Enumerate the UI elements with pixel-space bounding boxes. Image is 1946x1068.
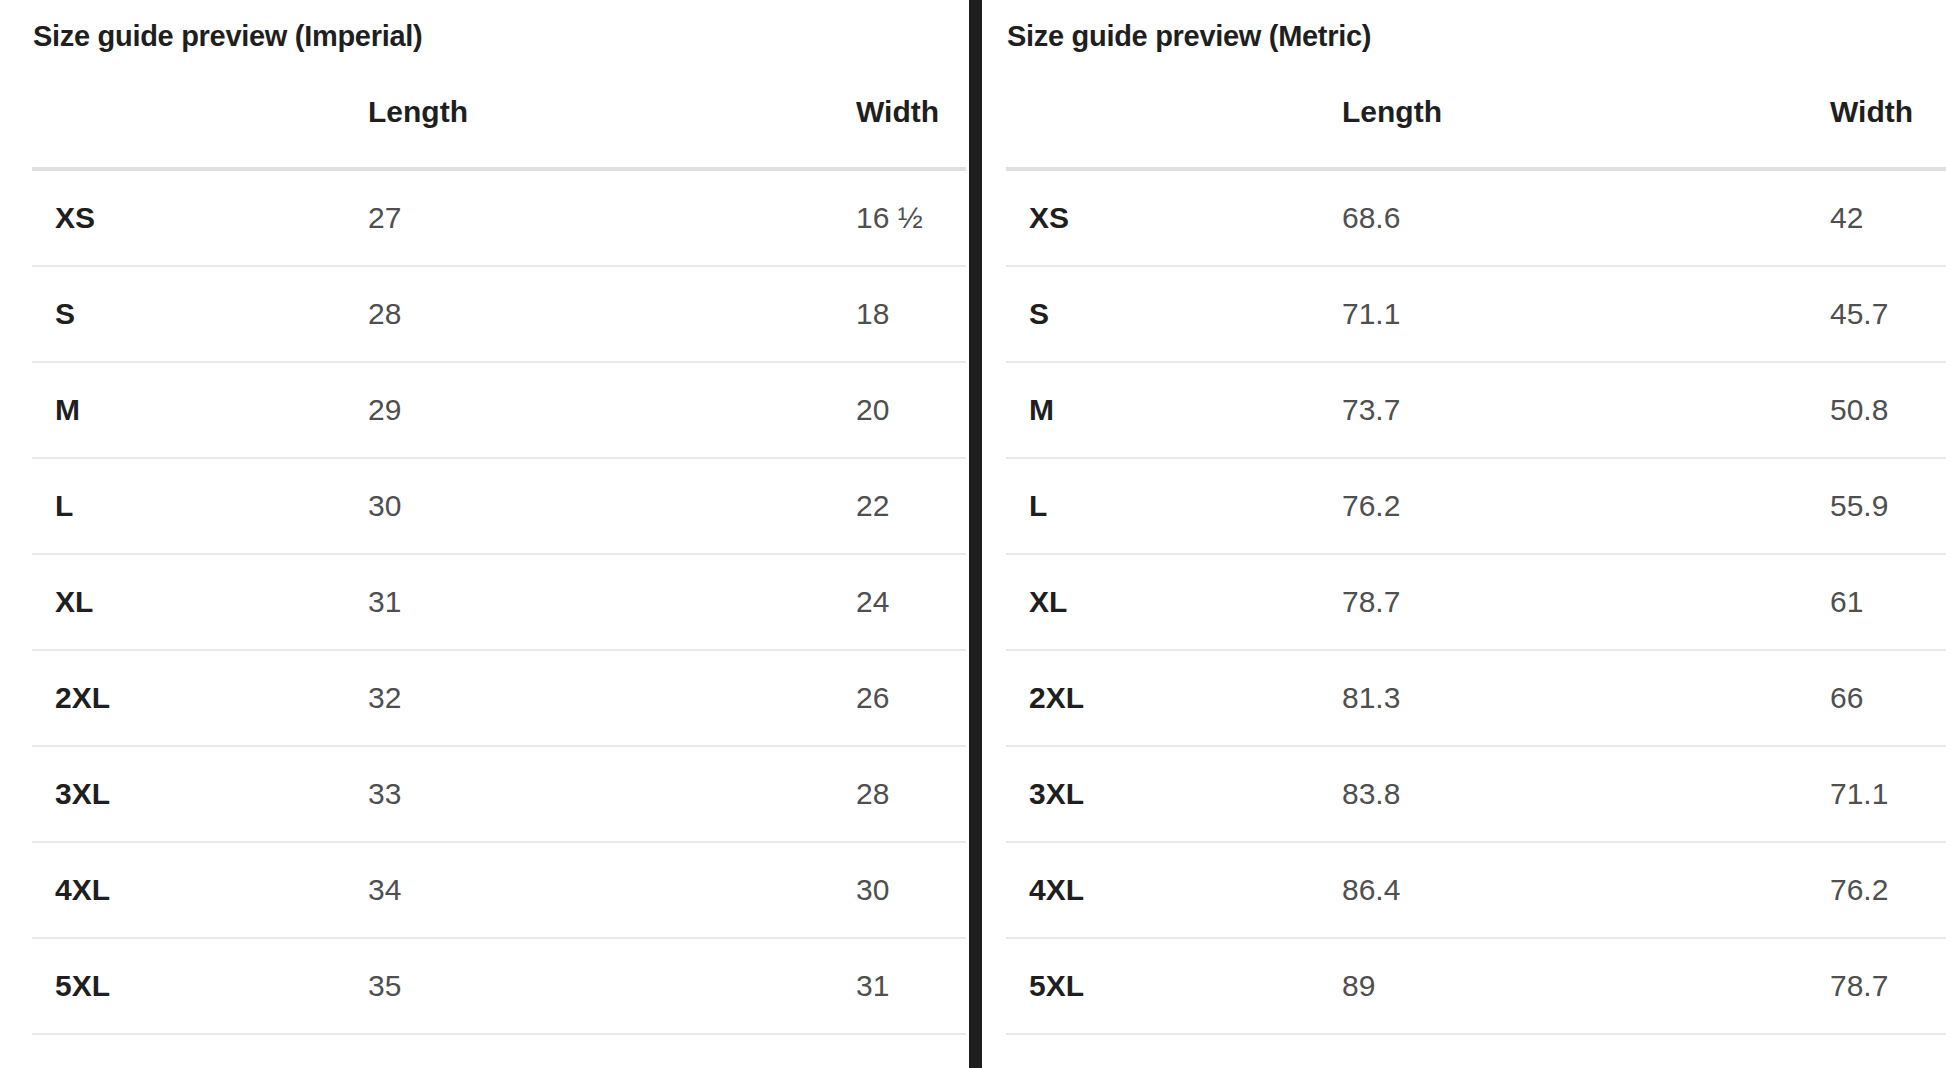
width-value: 76.2 (1830, 873, 1888, 907)
length-value: 28 (368, 297, 401, 331)
length-value: 31 (368, 585, 401, 619)
width-value: 26 (856, 681, 889, 715)
table-row: 3XL 83.8 71.1 (1006, 747, 1946, 843)
size-label: L (55, 489, 73, 523)
size-label: 3XL (1029, 777, 1084, 811)
metric-width-column-header: Width (1830, 95, 1913, 129)
width-value: 20 (856, 393, 889, 427)
length-value: 86.4 (1342, 873, 1400, 907)
metric-length-column-header: Length (1342, 95, 1442, 129)
table-row: 2XL 81.3 66 (1006, 651, 1946, 747)
imperial-width-column-header: Width (856, 95, 939, 129)
table-row: S 28 18 (32, 267, 966, 363)
table-row: XS 27 16 ½ (32, 171, 966, 267)
length-value: 33 (368, 777, 401, 811)
width-value: 61 (1830, 585, 1863, 619)
size-label: XL (55, 585, 93, 619)
width-value: 22 (856, 489, 889, 523)
length-value: 89 (1342, 969, 1375, 1003)
imperial-length-column-header: Length (368, 95, 468, 129)
width-value: 18 (856, 297, 889, 331)
width-value: 45.7 (1830, 297, 1888, 331)
table-row: M 73.7 50.8 (1006, 363, 1946, 459)
size-label: 5XL (1029, 969, 1084, 1003)
width-value: 78.7 (1830, 969, 1888, 1003)
size-guide-preview-screen: Size guide preview (Imperial) Length Wid… (0, 0, 1946, 1068)
width-value: 66 (1830, 681, 1863, 715)
table-row: L 30 22 (32, 459, 966, 555)
size-label: 2XL (55, 681, 110, 715)
table-row: 5XL 35 31 (32, 939, 966, 1035)
metric-table-header: Length Width (1006, 0, 1946, 167)
length-value: 34 (368, 873, 401, 907)
imperial-size-guide-panel: Size guide preview (Imperial) Length Wid… (32, 0, 966, 1068)
metric-size-guide-panel: Size guide preview (Metric) Length Width… (1006, 0, 1946, 1068)
length-value: 81.3 (1342, 681, 1400, 715)
length-value: 35 (368, 969, 401, 1003)
size-label: M (1029, 393, 1054, 427)
length-value: 83.8 (1342, 777, 1400, 811)
size-label: XS (1029, 201, 1069, 235)
width-value: 71.1 (1830, 777, 1888, 811)
width-value: 16 ½ (856, 201, 923, 235)
length-value: 71.1 (1342, 297, 1400, 331)
width-value: 24 (856, 585, 889, 619)
length-value: 68.6 (1342, 201, 1400, 235)
size-label: S (1029, 297, 1049, 331)
table-row: M 29 20 (32, 363, 966, 459)
length-value: 32 (368, 681, 401, 715)
length-value: 78.7 (1342, 585, 1400, 619)
size-label: M (55, 393, 80, 427)
imperial-table-body: XS2716 ½S2818M2920L3022XL31242XL32263XL3… (32, 167, 966, 1035)
length-value: 29 (368, 393, 401, 427)
table-row: 2XL 32 26 (32, 651, 966, 747)
metric-table-body: XS 68.6 42 S 71.1 45.7 M 73.7 50.8 L 76.2 55.9 XL 78.… (1006, 167, 1946, 1035)
table-row: XL 78.7 61 (1006, 555, 1946, 651)
panel-divider (969, 0, 982, 1068)
size-label: S (55, 297, 75, 331)
table-row: 4XL 86.4 76.2 (1006, 843, 1946, 939)
table-row: S 71.1 45.7 (1006, 267, 1946, 363)
size-label: XS (55, 201, 95, 235)
length-value: 30 (368, 489, 401, 523)
size-label: 3XL (55, 777, 110, 811)
width-value: 42 (1830, 201, 1863, 235)
length-value: 73.7 (1342, 393, 1400, 427)
imperial-table-header: Length Width (32, 0, 966, 167)
table-row: XL 31 24 (32, 555, 966, 651)
length-value: 76.2 (1342, 489, 1400, 523)
width-value: 55.9 (1830, 489, 1888, 523)
width-value: 30 (856, 873, 889, 907)
size-label: XL (1029, 585, 1067, 619)
size-label: 2XL (1029, 681, 1084, 715)
table-row: 3XL 33 28 (32, 747, 966, 843)
width-value: 50.8 (1830, 393, 1888, 427)
length-value: 27 (368, 201, 401, 235)
table-row: XS 68.6 42 (1006, 171, 1946, 267)
size-label: 4XL (55, 873, 110, 907)
size-label: 5XL (55, 969, 110, 1003)
width-value: 31 (856, 969, 889, 1003)
table-row: L 76.2 55.9 (1006, 459, 1946, 555)
width-value: 28 (856, 777, 889, 811)
table-row: 4XL 34 30 (32, 843, 966, 939)
size-label: L (1029, 489, 1047, 523)
size-label: 4XL (1029, 873, 1084, 907)
table-row: 5XL 89 78.7 (1006, 939, 1946, 1035)
